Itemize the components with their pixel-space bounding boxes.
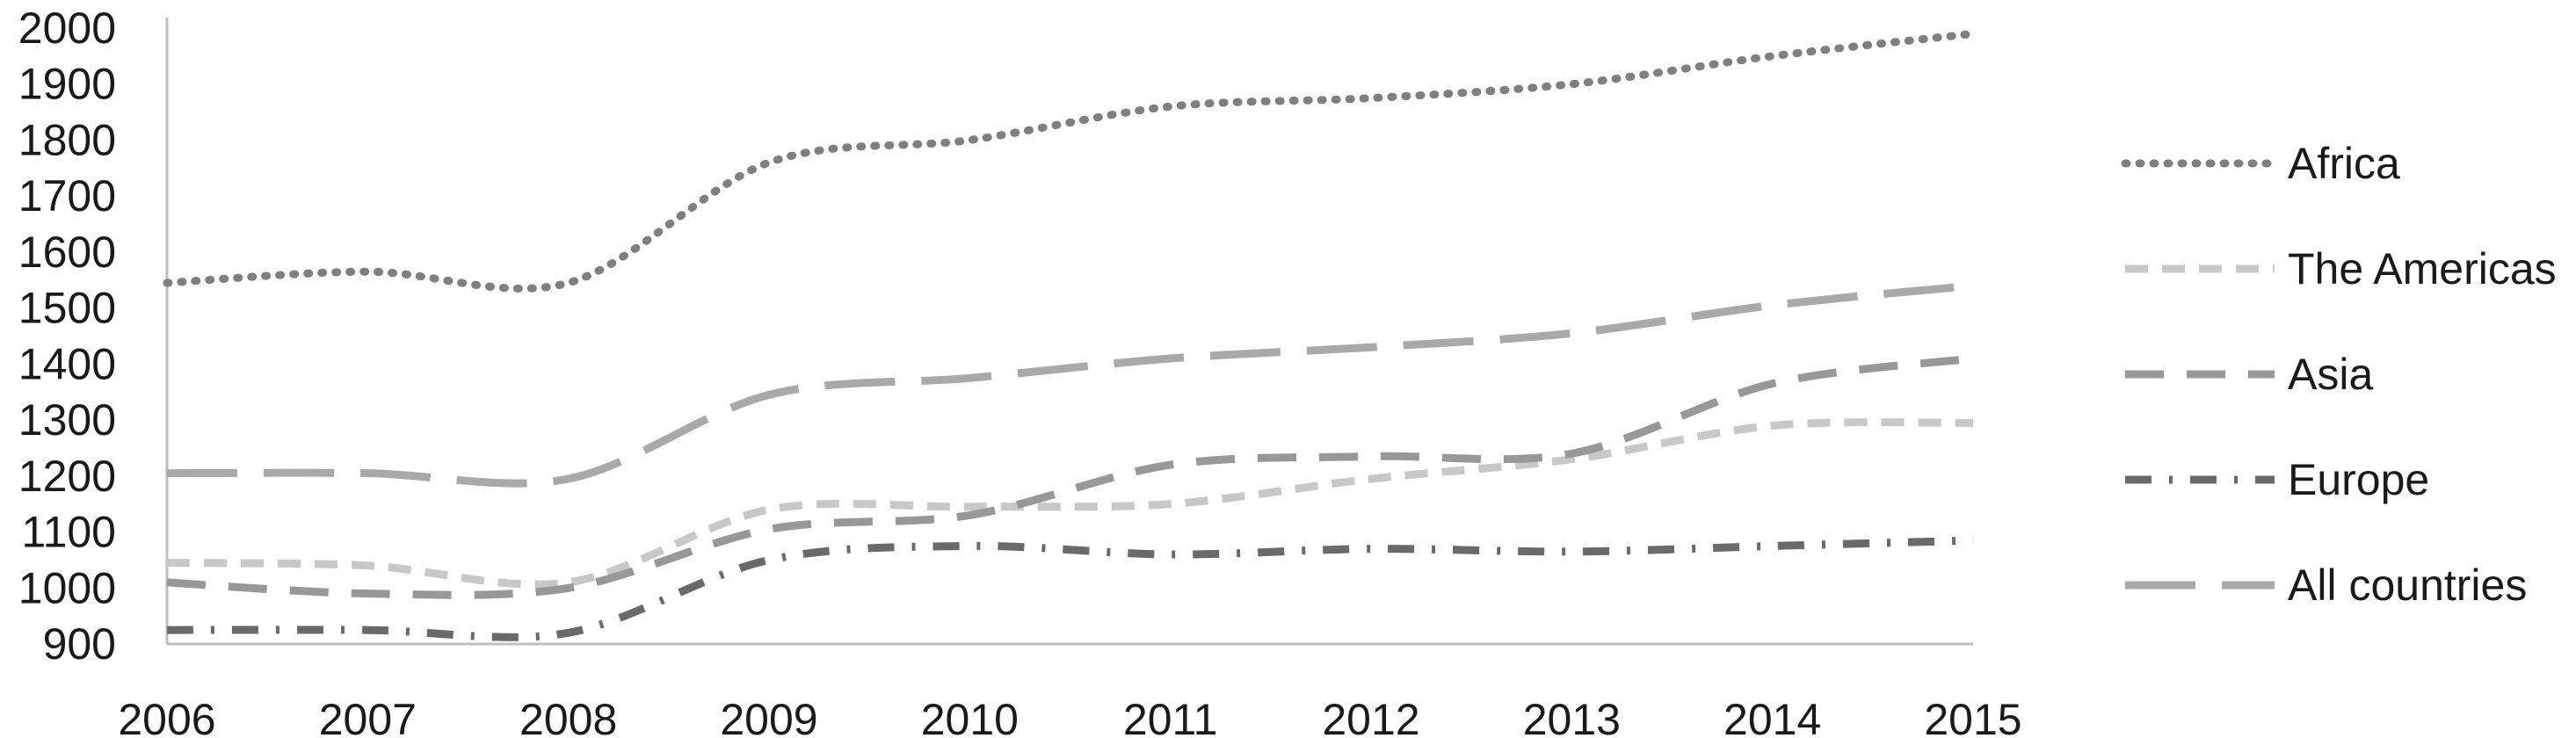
y-tick-label: 1200 <box>18 452 116 501</box>
legend-label: Europe <box>2288 455 2429 504</box>
legend-label: The Americas <box>2288 244 2557 293</box>
x-tick-label: 2013 <box>1523 695 1621 738</box>
y-tick-label: 1000 <box>18 563 116 612</box>
series-line-africa <box>163 29 1977 293</box>
x-tick-label: 2007 <box>319 695 417 738</box>
legend-item-africa: Africa <box>2121 139 2400 188</box>
y-tick-label: 1500 <box>18 284 116 333</box>
legend-label: All countries <box>2288 561 2527 610</box>
y-tick-label: 1600 <box>18 228 116 277</box>
series-line-all-countries <box>166 281 1974 488</box>
x-axis-ticks: 2006 2007 2008 2009 2010 2011 2012 2013 2014 2015 <box>118 695 2021 738</box>
legend-item-europe: Europe <box>2125 455 2429 504</box>
legend: Africa The Americas Asia Europe All countrie… <box>2121 139 2557 610</box>
y-tick-label: 1800 <box>18 115 116 164</box>
series-line-asia <box>166 354 1974 599</box>
series-line-the-americas <box>166 418 1974 589</box>
x-tick-label: 2009 <box>720 695 817 738</box>
axes <box>165 18 1973 646</box>
legend-item-asia: Asia <box>2125 350 2373 399</box>
y-tick-label: 1400 <box>18 339 116 388</box>
x-tick-label: 2008 <box>519 695 617 738</box>
legend-label: Asia <box>2288 350 2373 399</box>
legend-label: Africa <box>2288 139 2400 188</box>
y-tick-label: 2000 <box>18 4 116 53</box>
y-tick-label: 1300 <box>18 395 116 445</box>
x-tick-label: 2011 <box>1123 695 1218 738</box>
x-tick-label: 2010 <box>921 695 1019 738</box>
y-tick-label: 1700 <box>18 171 116 221</box>
y-tick-label: 900 <box>43 619 116 669</box>
series-line-europe <box>166 536 1974 641</box>
x-tick-label: 2014 <box>1723 695 1821 738</box>
y-tick-label: 1100 <box>21 508 116 557</box>
y-axis-ticks: 900 1000 1100 1200 1300 1400 1500 1600 1700 1800 1… <box>18 4 116 669</box>
legend-item-the-americas: The Americas <box>2125 244 2557 293</box>
legend-item-all-countries: All countries <box>2125 561 2527 610</box>
x-tick-label: 2015 <box>1924 695 2021 738</box>
series-layer <box>163 29 1977 641</box>
y-tick-label: 1900 <box>18 60 116 109</box>
x-tick-label: 2006 <box>118 695 215 738</box>
x-tick-label: 2012 <box>1322 695 1419 738</box>
